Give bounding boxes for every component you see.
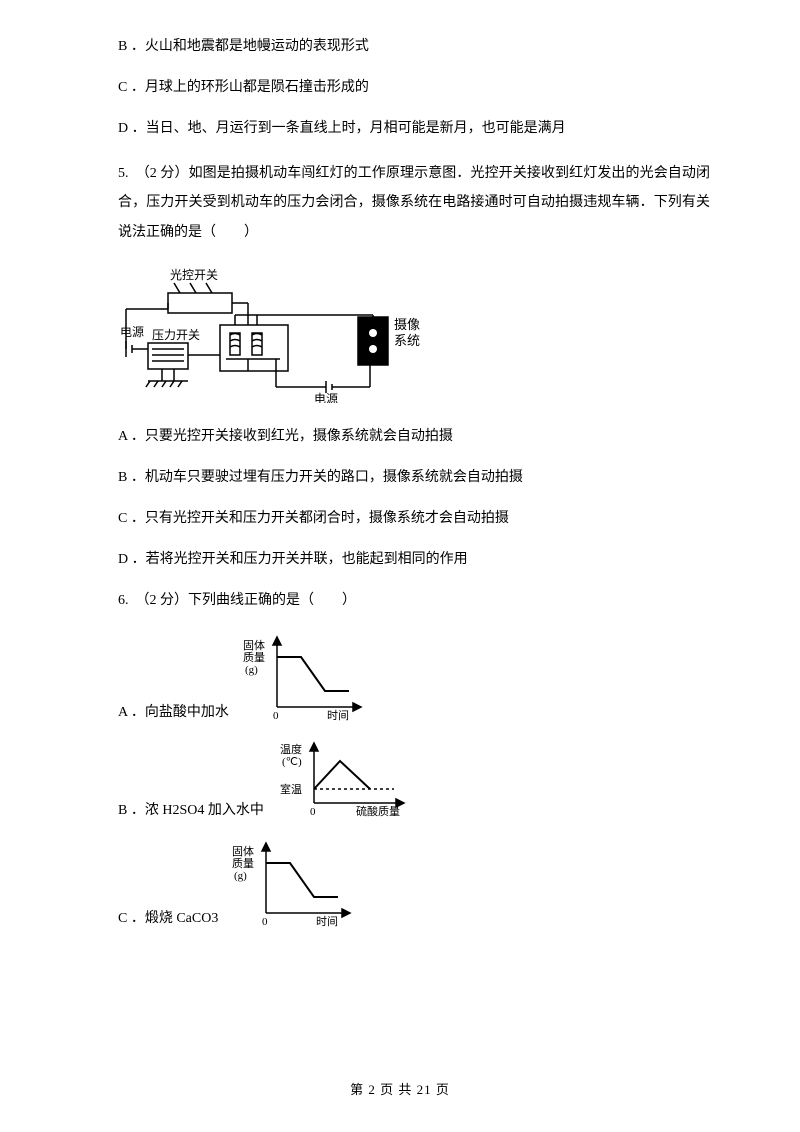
q6-stem: 6. （2 分）下列曲线正确的是（ ） — [90, 590, 710, 611]
chart-b-icon: 温度 (℃) 室温 0 硫酸质量 — [274, 739, 414, 819]
page-content: B ．火山和地震都是地幔运动的表现形式 C ．月球上的环形山都是陨石撞击形成的 … — [0, 0, 800, 927]
q6-option-a: A ．向盐酸中加水 固体 质量 (g) 0 时间 — [90, 631, 710, 721]
svg-text:摄像: 摄像 — [394, 317, 420, 332]
svg-text:时间: 时间 — [327, 709, 349, 721]
svg-text:固体: 固体 — [232, 844, 254, 858]
svg-text:固体: 固体 — [243, 638, 265, 652]
q6-option-b: B ．浓 H2SO4 加入水中 温度 (℃) 室温 0 硫酸质量 — [90, 739, 710, 819]
svg-text:(g): (g) — [234, 870, 247, 882]
svg-text:温度: 温度 — [280, 742, 302, 756]
svg-text:电源: 电源 — [120, 325, 144, 339]
svg-text:电源: 电源 — [314, 392, 338, 403]
q5-stem: 5. （2 分）如图是拍摄机动车闯红灯的工作原理示意图．光控开关接收到红灯发出的… — [90, 159, 710, 247]
option-c: C ．月球上的环形山都是陨石撞击形成的 — [90, 77, 710, 98]
svg-text:室温: 室温 — [280, 782, 302, 796]
q6-a-label: A ．向盐酸中加水 — [118, 701, 229, 721]
svg-text:(g): (g) — [245, 664, 258, 676]
svg-text:0: 0 — [262, 916, 268, 927]
q5-a: A ．只要光控开关接收到红光，摄像系统就会自动拍摄 — [90, 426, 710, 447]
q6-b-label: B ．浓 H2SO4 加入水中 — [118, 799, 264, 819]
page-footer: 第 2 页 共 21 页 — [0, 1079, 800, 1098]
svg-text:硫酸质量: 硫酸质量 — [356, 804, 400, 818]
q5-d: D ．若将光控开关和压力开关并联，也能起到相同的作用 — [90, 549, 710, 570]
svg-text:质量: 质量 — [232, 857, 254, 870]
svg-text:0: 0 — [310, 806, 316, 818]
svg-text:压力开关: 压力开关 — [152, 328, 200, 342]
option-b: B ．火山和地震都是地幔运动的表现形式 — [90, 36, 710, 57]
q6-option-c: C ．煅烧 CaCO3 固体 质量 (g) 0 时间 — [90, 837, 710, 927]
svg-text:系统: 系统 — [394, 333, 420, 348]
q5-figure: 电源 压力开关 光控开关 — [118, 263, 710, 408]
chart-a-icon: 固体 质量 (g) 0 时间 — [239, 631, 369, 721]
svg-text:0: 0 — [273, 710, 279, 721]
svg-text:质量: 质量 — [243, 651, 265, 664]
q5-b: B ．机动车只要驶过埋有压力开关的路口，摄像系统就会自动拍摄 — [90, 467, 710, 488]
q5-c: C ．只有光控开关和压力开关都闭合时，摄像系统才会自动拍摄 — [90, 508, 710, 529]
svg-text:(℃): (℃) — [282, 756, 302, 768]
svg-text:光控开关: 光控开关 — [170, 268, 218, 282]
svg-text:时间: 时间 — [316, 915, 338, 927]
q6-c-label: C ．煅烧 CaCO3 — [118, 907, 218, 927]
option-d: D ．当日、地、月运行到一条直线上时，月相可能是新月，也可能是满月 — [90, 118, 710, 139]
chart-c-icon: 固体 质量 (g) 0 时间 — [228, 837, 358, 927]
